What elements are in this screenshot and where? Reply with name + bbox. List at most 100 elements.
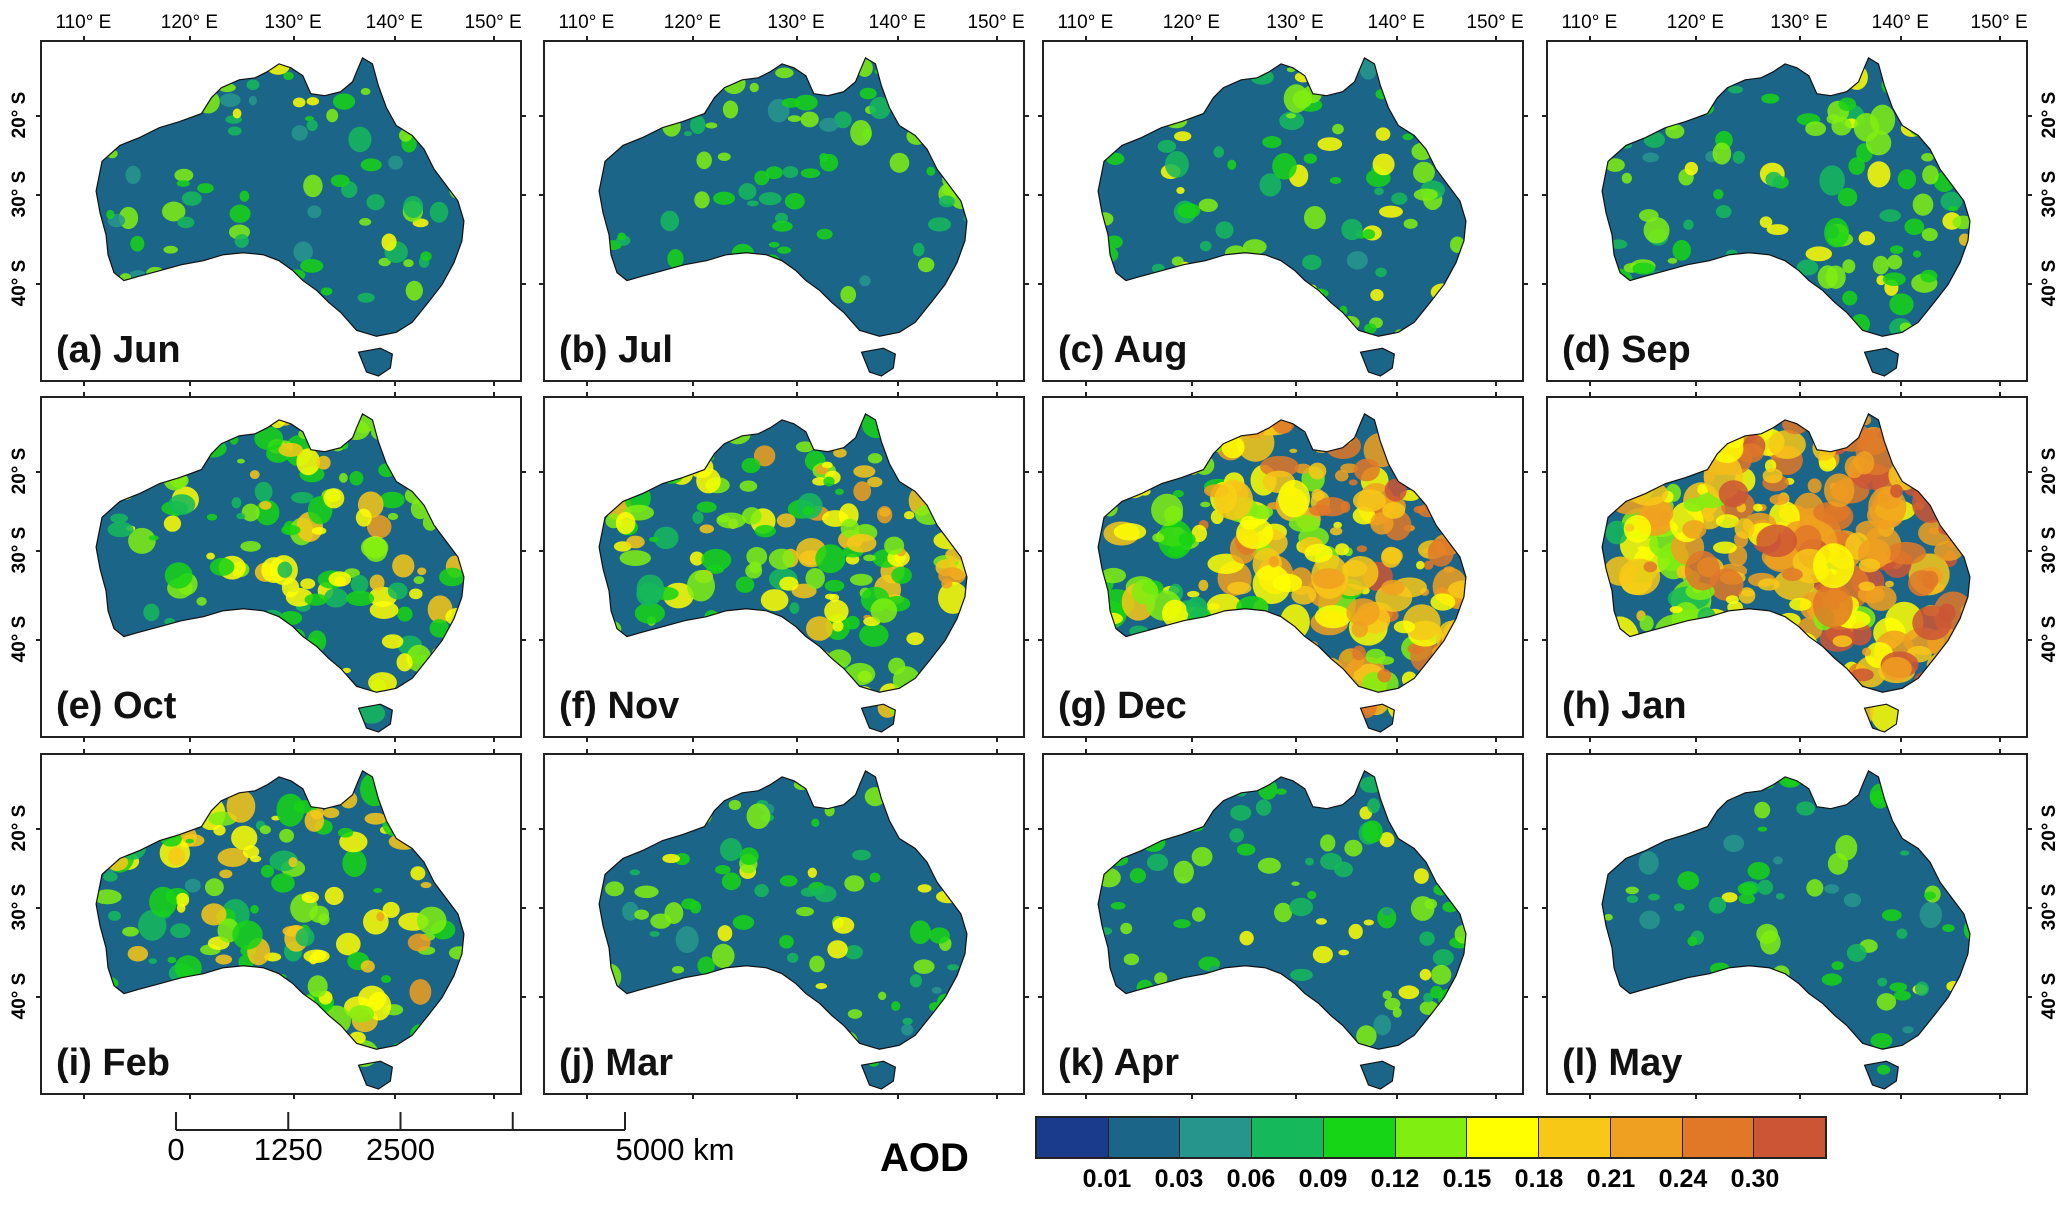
lat-tick — [1524, 471, 1528, 474]
lat-tick — [1542, 549, 1546, 552]
lat-tick — [1038, 828, 1042, 831]
colorbar-swatch — [1037, 1118, 1109, 1157]
scale-bar-label: 1250 — [253, 1132, 323, 1167]
lon-tick — [1396, 1095, 1399, 1099]
lon-tick — [1191, 1095, 1194, 1099]
lon-tick — [897, 36, 900, 40]
colorbar-swatch — [1395, 1118, 1468, 1157]
map-panel: (a) Jun — [40, 40, 522, 382]
lat-label: 40° S — [2039, 259, 2060, 307]
scale-bar-label: 2500 — [366, 1132, 435, 1167]
coastline — [1097, 57, 1467, 377]
lat-tick — [1524, 549, 1528, 552]
map-panel: (j) Mar — [543, 753, 1025, 1095]
lat-tick — [522, 115, 526, 118]
map-panel: (i) Feb — [40, 753, 522, 1095]
lon-tick — [1495, 392, 1498, 396]
lat-tick — [1025, 115, 1029, 118]
lon-tick — [692, 738, 695, 742]
lon-tick — [1999, 749, 2002, 753]
lat-label: 40° S — [2039, 615, 2060, 663]
lat-tick — [1025, 282, 1029, 285]
lon-tick — [996, 382, 999, 386]
lat-tick — [1542, 995, 1546, 998]
coastline — [95, 413, 465, 733]
lat-tick — [1542, 906, 1546, 909]
lon-tick — [1999, 392, 2002, 396]
lon-tick — [1589, 738, 1592, 742]
lon-label: 130° E — [264, 12, 322, 33]
lon-tick — [83, 749, 86, 753]
lon-tick — [796, 382, 799, 386]
lon-tick — [394, 382, 397, 386]
lat-tick — [522, 282, 526, 285]
lon-tick — [692, 749, 695, 753]
lon-tick — [1295, 1095, 1298, 1099]
lat-tick — [1025, 471, 1029, 474]
lat-tick — [1542, 828, 1546, 831]
lon-tick — [394, 392, 397, 396]
lon-tick — [1999, 1095, 2002, 1099]
lat-tick — [522, 471, 526, 474]
map-panel: (k) Apr — [1042, 753, 1524, 1095]
lon-tick — [493, 749, 496, 753]
lat-tick — [522, 828, 526, 831]
lon-tick — [692, 382, 695, 386]
map-panel: (e) Oct — [40, 396, 522, 738]
lon-tick — [1085, 36, 1088, 40]
lon-tick — [897, 382, 900, 386]
lat-tick — [1025, 828, 1029, 831]
lon-tick — [1695, 749, 1698, 753]
lon-tick — [1396, 749, 1399, 753]
map-panel: (l) May — [1546, 753, 2028, 1095]
colorbar-tick-label: 0.12 — [1370, 1165, 1420, 1193]
lat-tick — [1038, 193, 1042, 196]
lon-tick — [1495, 382, 1498, 386]
aod-colorbar — [1035, 1116, 1827, 1159]
lon-tick — [1900, 36, 1903, 40]
lat-tick — [1025, 549, 1029, 552]
lon-tick — [897, 1095, 900, 1099]
lon-tick — [1999, 382, 2002, 386]
lon-label: 150° E — [1970, 12, 2028, 33]
lon-tick — [1495, 749, 1498, 753]
lon-label: 110° E — [1057, 12, 1114, 33]
lon-tick — [1900, 382, 1903, 386]
lon-label: 150° E — [464, 12, 522, 33]
lon-tick — [1900, 392, 1903, 396]
lon-tick — [692, 1095, 695, 1099]
lon-tick — [996, 36, 999, 40]
lat-label: 40° S — [9, 972, 30, 1020]
lat-label: 30° S — [9, 170, 30, 218]
lat-tick — [522, 995, 526, 998]
coastline — [1097, 770, 1467, 1090]
colorbar-tick-label: 0.21 — [1586, 1165, 1636, 1193]
lon-label: 120° E — [160, 12, 219, 33]
lon-tick — [394, 36, 397, 40]
lon-tick — [796, 36, 799, 40]
lat-label: 20° S — [9, 447, 30, 495]
lon-tick — [293, 1095, 296, 1099]
lon-tick — [1695, 738, 1698, 742]
lon-tick — [1295, 382, 1298, 386]
panel-label: (a) Jun — [56, 329, 181, 371]
lat-label: 20° S — [2039, 91, 2060, 139]
lon-tick — [189, 738, 192, 742]
lat-tick — [1524, 115, 1528, 118]
lon-tick — [83, 1095, 86, 1099]
lat-tick — [1542, 638, 1546, 641]
lat-tick — [522, 549, 526, 552]
lon-tick — [1589, 392, 1592, 396]
lon-tick — [293, 36, 296, 40]
lon-tick — [83, 738, 86, 742]
lon-tick — [1799, 382, 1802, 386]
lon-tick — [586, 749, 589, 753]
lon-tick — [1191, 749, 1194, 753]
australia-aod-map — [1097, 413, 1467, 733]
lat-tick — [1542, 471, 1546, 474]
lon-tick — [189, 392, 192, 396]
lat-label: 40° S — [2039, 972, 2060, 1020]
lat-tick — [36, 193, 40, 196]
lon-tick — [1999, 738, 2002, 742]
lon-label: 120° E — [1666, 12, 1725, 33]
